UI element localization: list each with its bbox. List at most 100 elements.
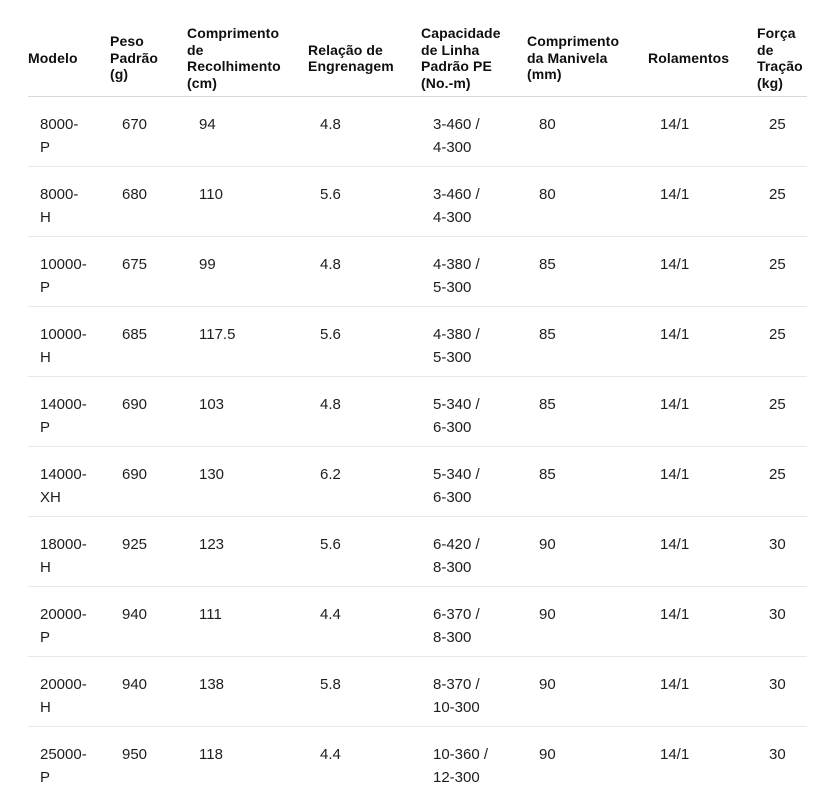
cell-drag-force: 25 bbox=[757, 376, 807, 447]
cell-line-capacity: 3-460 / 4-300 bbox=[421, 166, 527, 237]
cell-weight: 925 bbox=[110, 516, 187, 587]
table-row: 10000- H 685 117.5 5.6 4-380 / 5-300 85 … bbox=[28, 306, 807, 377]
cell-bearings: 14/1 bbox=[660, 116, 690, 133]
cell-gear-ratio: 4.8 bbox=[308, 376, 421, 447]
table-row: 14000- P 690 103 4.8 5-340 / 6-300 85 14… bbox=[28, 376, 807, 447]
cell-drag-force: 25 bbox=[757, 306, 807, 377]
cell-weight: 950 bbox=[110, 726, 187, 796]
cell-retrieve: 94 bbox=[199, 116, 216, 133]
col-header-peso-padrao: Peso Padrão (g) bbox=[110, 20, 187, 97]
cell-model: 8000- P bbox=[40, 116, 79, 156]
cell-weight: 690 bbox=[110, 376, 187, 447]
cell-gear-ratio: 5.6 bbox=[308, 306, 421, 377]
cell-retrieve: 123 bbox=[187, 516, 308, 587]
cell-model: 14000- P bbox=[28, 376, 110, 447]
cell-line-capacity: 5-340 / 6-300 bbox=[421, 446, 527, 517]
table-row: 20000- H 940 138 5.8 8-370 / 10-300 90 1… bbox=[28, 656, 807, 727]
cell-model: 25000- P bbox=[28, 726, 110, 796]
col-header-capacidade-linha: Capacidade de Linha Padrão PE (No.-m) bbox=[421, 20, 527, 97]
cell-model: 10000- P bbox=[28, 236, 110, 307]
col-header-relacao-engrenagem: Relação de Engrenagem bbox=[308, 20, 421, 97]
cell-bearings: 14/1 bbox=[648, 376, 757, 447]
cell-weight: 685 bbox=[110, 306, 187, 377]
cell-line-capacity: 3-460 / 4-300 bbox=[433, 116, 480, 156]
cell-handle-length: 80 bbox=[539, 116, 556, 133]
cell-model: 20000- H bbox=[28, 656, 110, 727]
cell-handle-length: 90 bbox=[527, 516, 648, 587]
cell-retrieve: 138 bbox=[187, 656, 308, 727]
cell-drag-force: 25 bbox=[757, 446, 807, 517]
cell-handle-length: 80 bbox=[527, 166, 648, 237]
cell-weight: 675 bbox=[110, 236, 187, 307]
cell-retrieve: 103 bbox=[187, 376, 308, 447]
cell-retrieve: 111 bbox=[187, 586, 308, 657]
cell-retrieve: 130 bbox=[187, 446, 308, 517]
col-header-rolamentos: Rolamentos bbox=[648, 20, 757, 97]
cell-drag-force: 30 bbox=[757, 656, 807, 727]
cell-model: 20000- P bbox=[28, 586, 110, 657]
cell-line-capacity: 4-380 / 5-300 bbox=[421, 306, 527, 377]
cell-weight: 680 bbox=[110, 166, 187, 237]
cell-gear-ratio: 4.4 bbox=[308, 726, 421, 796]
cell-bearings: 14/1 bbox=[648, 586, 757, 657]
table-header: Modelo Peso Padrão (g) Comprimento de Re… bbox=[28, 20, 807, 97]
cell-handle-length: 90 bbox=[527, 726, 648, 796]
table-row: 8000- H 680 110 5.6 3-460 / 4-300 80 14/… bbox=[28, 166, 807, 237]
cell-handle-length: 85 bbox=[527, 376, 648, 447]
cell-drag-force: 30 bbox=[757, 586, 807, 657]
cell-model: 8000- H bbox=[28, 166, 110, 237]
cell-line-capacity: 6-370 / 8-300 bbox=[421, 586, 527, 657]
col-header-modelo: Modelo bbox=[28, 20, 110, 97]
cell-bearings: 14/1 bbox=[648, 656, 757, 727]
cell-line-capacity: 6-420 / 8-300 bbox=[421, 516, 527, 587]
col-header-forca-tracao: Força de Tração (kg) bbox=[757, 20, 807, 97]
col-header-comprimento-manivela: Comprimento da Manivela (mm) bbox=[527, 20, 648, 97]
cell-weight: 940 bbox=[110, 586, 187, 657]
cell-handle-length: 90 bbox=[527, 586, 648, 657]
cell-gear-ratio: 5.6 bbox=[308, 166, 421, 237]
cell-gear-ratio: 4.8 bbox=[320, 116, 341, 133]
cell-weight: 940 bbox=[110, 656, 187, 727]
cell-model: 10000- H bbox=[28, 306, 110, 377]
cell-weight: 670 bbox=[122, 116, 148, 133]
cell-bearings: 14/1 bbox=[648, 446, 757, 517]
cell-bearings: 14/1 bbox=[648, 726, 757, 796]
cell-line-capacity: 10-360 / 12-300 bbox=[421, 726, 527, 796]
cell-retrieve: 110 bbox=[187, 166, 308, 237]
cell-bearings: 14/1 bbox=[648, 516, 757, 587]
cell-handle-length: 85 bbox=[527, 236, 648, 307]
table-row: 25000- P 950 118 4.4 10-360 / 12-300 90 … bbox=[28, 726, 807, 796]
cell-bearings: 14/1 bbox=[648, 306, 757, 377]
cell-drag-force: 30 bbox=[757, 516, 807, 587]
cell-gear-ratio: 4.8 bbox=[308, 236, 421, 307]
table-row: 8000- P 670 94 4.8 3-460 / 4-300 80 14/1… bbox=[28, 97, 807, 167]
cell-gear-ratio: 6.2 bbox=[308, 446, 421, 517]
cell-retrieve: 117.5 bbox=[187, 306, 308, 377]
table-row: 18000- H 925 123 5.6 6-420 / 8-300 90 14… bbox=[28, 516, 807, 587]
table-row: 10000- P 675 99 4.8 4-380 / 5-300 85 14/… bbox=[28, 236, 807, 307]
cell-drag-force: 25 bbox=[757, 236, 807, 307]
cell-line-capacity: 4-380 / 5-300 bbox=[421, 236, 527, 307]
table-row: 14000- XH 690 130 6.2 5-340 / 6-300 85 1… bbox=[28, 446, 807, 517]
cell-handle-length: 85 bbox=[527, 306, 648, 377]
cell-retrieve: 118 bbox=[187, 726, 308, 796]
cell-drag-force: 25 bbox=[757, 166, 807, 237]
cell-model: 18000- H bbox=[28, 516, 110, 587]
cell-gear-ratio: 4.4 bbox=[308, 586, 421, 657]
cell-gear-ratio: 5.8 bbox=[308, 656, 421, 727]
cell-drag-force: 30 bbox=[757, 726, 807, 796]
header-row: Modelo Peso Padrão (g) Comprimento de Re… bbox=[28, 20, 807, 97]
cell-bearings: 14/1 bbox=[648, 236, 757, 307]
cell-bearings: 14/1 bbox=[648, 166, 757, 237]
cell-line-capacity: 5-340 / 6-300 bbox=[421, 376, 527, 447]
cell-model: 14000- XH bbox=[28, 446, 110, 517]
cell-drag-force: 25 bbox=[769, 116, 786, 133]
cell-gear-ratio: 5.6 bbox=[308, 516, 421, 587]
table-body: 8000- P 670 94 4.8 3-460 / 4-300 80 14/1… bbox=[28, 97, 807, 796]
col-header-comprimento-recolhimento: Comprimento de Recolhimento (cm) bbox=[187, 20, 308, 97]
cell-retrieve: 99 bbox=[187, 236, 308, 307]
reel-spec-table: Modelo Peso Padrão (g) Comprimento de Re… bbox=[28, 20, 807, 796]
cell-line-capacity: 8-370 / 10-300 bbox=[421, 656, 527, 727]
table-row: 20000- P 940 111 4.4 6-370 / 8-300 90 14… bbox=[28, 586, 807, 657]
